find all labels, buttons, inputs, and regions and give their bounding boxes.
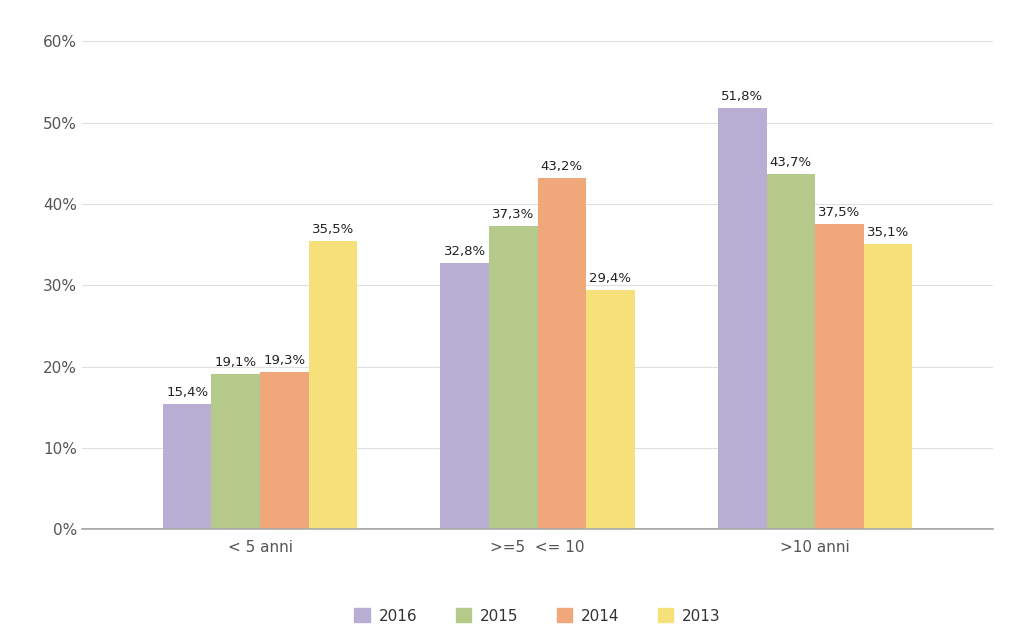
Bar: [308, 241, 357, 529]
Bar: [260, 372, 308, 529]
Text: 35,5%: 35,5%: [311, 223, 354, 236]
Bar: [864, 244, 912, 529]
Text: 37,3%: 37,3%: [493, 208, 535, 221]
Text: 43,2%: 43,2%: [541, 160, 583, 173]
Bar: [538, 178, 586, 529]
Bar: [211, 374, 260, 529]
Bar: [440, 263, 489, 529]
Text: 19,3%: 19,3%: [263, 355, 305, 367]
Bar: [586, 290, 635, 529]
Bar: [489, 226, 538, 529]
Text: 43,7%: 43,7%: [770, 156, 812, 169]
Text: 35,1%: 35,1%: [867, 226, 909, 239]
Bar: [718, 108, 767, 529]
Bar: [815, 224, 864, 529]
Legend: 2016, 2015, 2014, 2013: 2016, 2015, 2014, 2013: [348, 602, 727, 629]
Text: 15,4%: 15,4%: [166, 386, 208, 399]
Text: 19,1%: 19,1%: [215, 356, 257, 369]
Bar: [163, 404, 211, 529]
Text: 51,8%: 51,8%: [721, 90, 763, 103]
Bar: [767, 174, 815, 529]
Text: 37,5%: 37,5%: [818, 207, 860, 219]
Text: 32,8%: 32,8%: [443, 244, 485, 258]
Text: 29,4%: 29,4%: [590, 272, 632, 285]
